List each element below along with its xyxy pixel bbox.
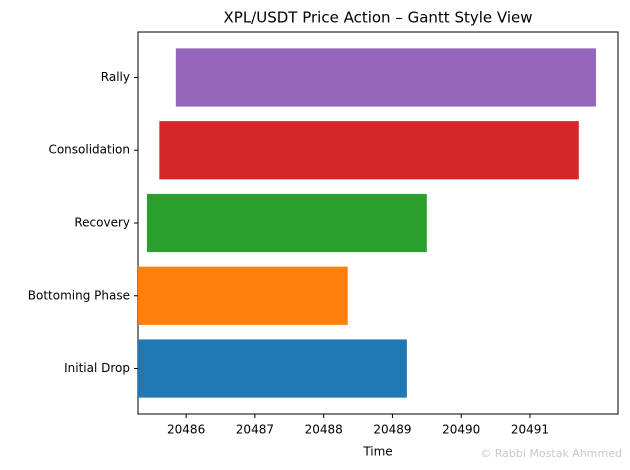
bar (146, 193, 427, 253)
x-tick-label: 20486 (167, 423, 205, 437)
x-axis-label: Time (362, 445, 392, 459)
bar (138, 266, 348, 325)
y-tick-label: Recovery (74, 216, 130, 230)
y-tick-label: Bottoming Phase (28, 288, 130, 302)
x-tick-label: 20487 (236, 423, 274, 437)
y-tick-label: Rally (101, 70, 130, 84)
x-tick-label: 20489 (373, 423, 411, 437)
bar (159, 121, 579, 180)
y-tick-label: Initial Drop (64, 361, 130, 375)
y-tick-label: Consolidation (48, 143, 130, 157)
x-tick-label: 20491 (511, 423, 549, 437)
x-tick-label: 20488 (305, 423, 343, 437)
x-tick-label: 20490 (442, 423, 480, 437)
bar (175, 48, 596, 107)
bar (138, 339, 407, 398)
chart-title: XPL/USDT Price Action – Gantt Style View (224, 9, 533, 27)
watermark: © Rabbi Mostak Ahmmed (480, 447, 622, 460)
